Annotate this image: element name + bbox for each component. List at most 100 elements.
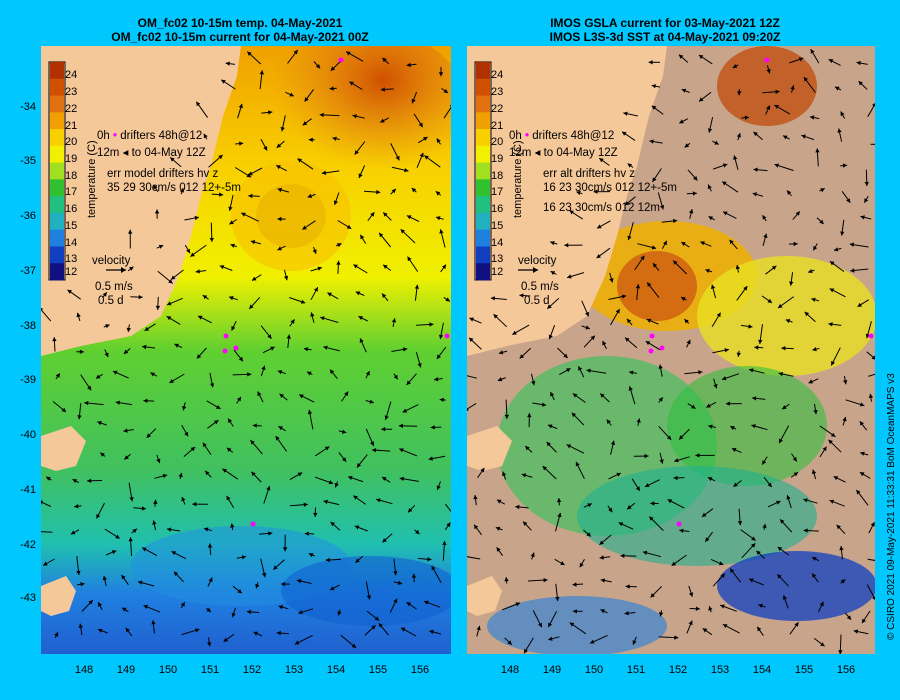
drifter-marker[interactable] xyxy=(444,333,450,339)
satellite-map-svg[interactable] xyxy=(467,46,875,654)
current-arrowhead xyxy=(146,433,151,438)
current-arrowhead xyxy=(268,110,273,115)
current-arrowhead xyxy=(151,620,156,625)
current-arrowhead xyxy=(642,550,648,555)
current-arrowhead xyxy=(303,502,308,507)
drifter-marker[interactable] xyxy=(250,521,256,527)
current-arrowhead xyxy=(548,424,553,429)
satellite-sst-map[interactable] xyxy=(467,46,877,654)
drifter-marker[interactable] xyxy=(764,57,770,63)
current-arrowhead xyxy=(294,640,300,645)
drifter-marker[interactable] xyxy=(233,345,239,351)
current-arrowhead xyxy=(606,419,611,424)
current-arrowhead xyxy=(556,498,562,503)
lon-tick: 155 xyxy=(368,664,388,676)
velocity-legend: velocity 0.5 m/s 0.5 d xyxy=(92,254,133,308)
velocity-scale-label: 0.5 m/s xyxy=(521,281,559,293)
current-arrowhead xyxy=(572,582,577,587)
current-arrowhead xyxy=(393,374,398,380)
current-arrowhead xyxy=(737,521,743,526)
colorbar-tick: 24 xyxy=(65,69,78,81)
current-arrowhead xyxy=(154,209,160,214)
current-arrow xyxy=(41,501,52,507)
current-arrowhead xyxy=(229,296,234,301)
current-arrowhead xyxy=(122,607,127,612)
current-arrowhead xyxy=(496,547,501,552)
current-arrowhead xyxy=(87,478,92,483)
lon-tick: 152 xyxy=(668,664,688,676)
drifter-marker[interactable] xyxy=(648,348,654,354)
current-arrowhead xyxy=(708,606,713,611)
current-arrowhead xyxy=(843,380,848,385)
current-arrowhead xyxy=(730,568,735,573)
lat-tick: -41 xyxy=(20,484,36,496)
current-arrowhead xyxy=(206,607,211,612)
current-arrowhead xyxy=(330,586,335,591)
colorbar-swatch xyxy=(50,78,64,97)
current-arrowhead xyxy=(590,335,595,341)
current-arrowhead xyxy=(490,296,495,301)
current-arrowhead xyxy=(856,60,861,66)
current-arrow xyxy=(868,373,875,377)
current-arrowhead xyxy=(679,435,684,440)
current-arrowhead xyxy=(699,97,704,102)
drifter-marker[interactable] xyxy=(223,333,229,339)
velocity-scale-label: 0.5 m/s xyxy=(95,281,133,293)
current-arrowhead xyxy=(195,269,200,274)
current-arrowhead xyxy=(202,295,208,300)
current-arrowhead xyxy=(497,377,503,382)
current-arrowhead xyxy=(674,635,679,640)
current-arrowhead xyxy=(749,368,754,373)
model-temperature-map[interactable] xyxy=(41,46,451,654)
current-arrowhead xyxy=(830,432,836,437)
current-arrowhead xyxy=(411,98,416,104)
current-arrowhead xyxy=(579,562,584,568)
current-arrowhead xyxy=(307,193,313,198)
latitude-axis: -34 -35 -36 -37 -38 -39 -40 -41 -42 -43 xyxy=(0,46,38,654)
drifter-marker[interactable] xyxy=(659,345,665,351)
drifter-marker[interactable] xyxy=(868,333,874,339)
current-arrowhead xyxy=(346,51,351,56)
current-arrowhead xyxy=(730,426,735,430)
lat-tick: -38 xyxy=(20,320,36,332)
colorbar-tick: 21 xyxy=(491,120,504,132)
current-arrowhead xyxy=(679,119,684,124)
colorbar-swatch xyxy=(476,145,490,164)
current-arrowhead xyxy=(493,314,498,319)
current-arrowhead xyxy=(268,531,273,536)
australia-landmass xyxy=(41,46,241,356)
current-arrowhead xyxy=(228,206,233,211)
current-arrowhead xyxy=(418,122,423,128)
current-arrowhead xyxy=(100,452,105,457)
current-arrowhead xyxy=(853,629,859,634)
current-arrowhead xyxy=(400,229,405,234)
current-arrowhead xyxy=(255,583,260,589)
drifter-marker[interactable] xyxy=(338,57,344,63)
drifter-marker[interactable] xyxy=(676,521,682,527)
current-arrowhead xyxy=(722,376,727,381)
current-arrowhead xyxy=(752,396,757,401)
colorbar-tick: 14 xyxy=(65,237,78,249)
current-arrowhead xyxy=(87,385,92,391)
current-arrowhead xyxy=(597,224,602,229)
colorbar-swatch xyxy=(476,62,490,80)
current-arrowhead xyxy=(693,176,698,181)
current-arrowhead xyxy=(702,628,708,633)
current-arrowhead xyxy=(625,584,630,589)
current-arrowhead xyxy=(320,316,325,321)
current-arrowhead xyxy=(126,327,131,332)
current-arrowhead xyxy=(620,553,625,558)
colorbar-tick: 15 xyxy=(65,220,78,232)
colorbar-swatch xyxy=(50,212,64,231)
current-arrowhead xyxy=(753,167,758,172)
current-arrowhead xyxy=(858,81,863,86)
model-map-svg[interactable] xyxy=(41,46,451,654)
current-arrowhead xyxy=(168,279,173,284)
current-arrowhead xyxy=(689,592,694,597)
drifter-marker[interactable] xyxy=(222,348,228,354)
current-arrowhead xyxy=(782,595,787,600)
current-arrowhead xyxy=(153,499,158,504)
current-arrowhead xyxy=(753,131,758,137)
current-arrowhead xyxy=(313,512,318,517)
drifter-marker[interactable] xyxy=(649,333,655,339)
